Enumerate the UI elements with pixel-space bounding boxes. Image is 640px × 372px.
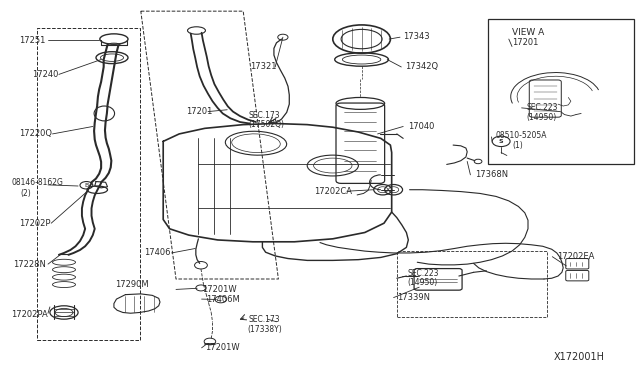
Text: SEC.223: SEC.223 — [526, 103, 557, 112]
Text: 17240: 17240 — [32, 70, 58, 79]
Text: 17202P: 17202P — [19, 219, 51, 228]
Text: (14950): (14950) — [407, 278, 437, 287]
Text: VIEW A: VIEW A — [512, 28, 544, 37]
Text: 17406: 17406 — [144, 248, 170, 257]
Text: SEC.173: SEC.173 — [248, 111, 280, 120]
Text: 17201: 17201 — [512, 38, 538, 47]
Text: 17343: 17343 — [403, 32, 430, 41]
Text: B: B — [84, 183, 88, 188]
Text: 17406M: 17406M — [206, 295, 240, 304]
Text: S: S — [499, 139, 504, 144]
Text: (1): (1) — [512, 141, 523, 150]
Text: 17202CA: 17202CA — [314, 187, 351, 196]
Text: (2): (2) — [20, 189, 31, 198]
Text: 08146-8162G: 08146-8162G — [12, 178, 63, 187]
Text: 17368N: 17368N — [476, 170, 509, 179]
Text: 17228N: 17228N — [13, 260, 45, 269]
Text: 17339N: 17339N — [397, 293, 430, 302]
Text: 17251: 17251 — [19, 36, 45, 45]
Text: 17202EA: 17202EA — [557, 252, 594, 261]
Text: (14950): (14950) — [526, 113, 556, 122]
Text: 17040: 17040 — [408, 122, 434, 131]
Text: SEC.173: SEC.173 — [248, 315, 280, 324]
Text: SEC.223: SEC.223 — [407, 269, 438, 278]
Text: 17321: 17321 — [250, 62, 276, 71]
Text: 17202PA: 17202PA — [12, 310, 48, 319]
Text: 17220Q: 17220Q — [19, 129, 52, 138]
Text: 17201W: 17201W — [202, 285, 237, 294]
Text: 17201W: 17201W — [205, 343, 239, 352]
Text: 17201: 17201 — [186, 107, 212, 116]
Text: (17502Q): (17502Q) — [248, 120, 284, 129]
Text: 08510-5205A: 08510-5205A — [496, 131, 547, 140]
Text: 17342Q: 17342Q — [405, 62, 438, 71]
Bar — [488, 19, 634, 164]
Text: 17290M: 17290M — [115, 280, 149, 289]
Text: X172001H: X172001H — [554, 352, 605, 362]
Text: (17338Y): (17338Y) — [247, 325, 282, 334]
